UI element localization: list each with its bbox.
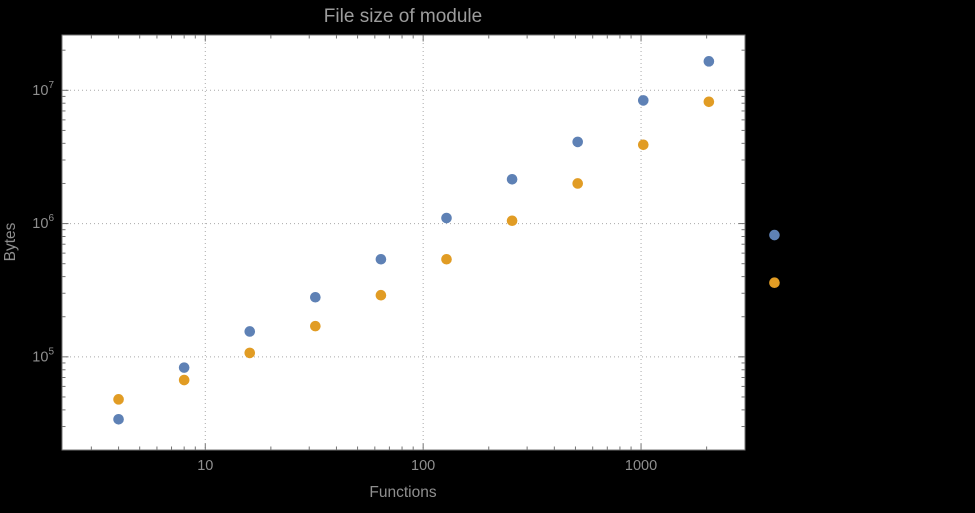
data-point-series-2 bbox=[178, 374, 190, 386]
x-axis-label: Functions bbox=[369, 484, 436, 501]
data-point-series-2 bbox=[703, 96, 715, 108]
data-point-series-1 bbox=[506, 173, 518, 185]
data-point-series-2 bbox=[244, 347, 256, 359]
y-tick-label: 105 bbox=[32, 346, 54, 365]
plot-frame bbox=[61, 34, 746, 451]
data-point-series-1 bbox=[310, 291, 321, 303]
x-tick-label: 100 bbox=[411, 458, 435, 474]
x-tick-label: 1000 bbox=[625, 458, 657, 474]
data-point-series-1 bbox=[572, 136, 583, 148]
data-point-series-1 bbox=[769, 229, 780, 241]
data-point-series-1 bbox=[703, 56, 715, 67]
data-point-series-1 bbox=[637, 95, 649, 106]
data-point-series-1 bbox=[178, 362, 190, 373]
data-point-series-1 bbox=[441, 212, 452, 224]
data-point-series-2 bbox=[113, 394, 124, 405]
chart-layers: 10 100 1000 105 106 107 bbox=[32, 34, 780, 474]
chart-title: File size of module bbox=[324, 6, 482, 27]
data-point-series-2 bbox=[769, 277, 780, 289]
data-point-series-2 bbox=[572, 178, 583, 189]
data-point-series-2 bbox=[310, 320, 321, 332]
data-point-series-1 bbox=[375, 253, 387, 265]
plot-background bbox=[62, 35, 745, 450]
y-tick-label: 106 bbox=[32, 213, 54, 232]
data-point-series-2 bbox=[441, 253, 452, 265]
x-tick-label: 10 bbox=[197, 458, 213, 474]
data-point-series-2 bbox=[637, 139, 649, 151]
data-point-series-2 bbox=[375, 289, 387, 301]
y-tick-label: 107 bbox=[32, 80, 54, 99]
data-point-series-1 bbox=[113, 413, 124, 425]
data-point-series-2 bbox=[506, 215, 518, 227]
y-axis-label: Bytes bbox=[2, 222, 19, 261]
data-point-series-1 bbox=[244, 326, 256, 337]
